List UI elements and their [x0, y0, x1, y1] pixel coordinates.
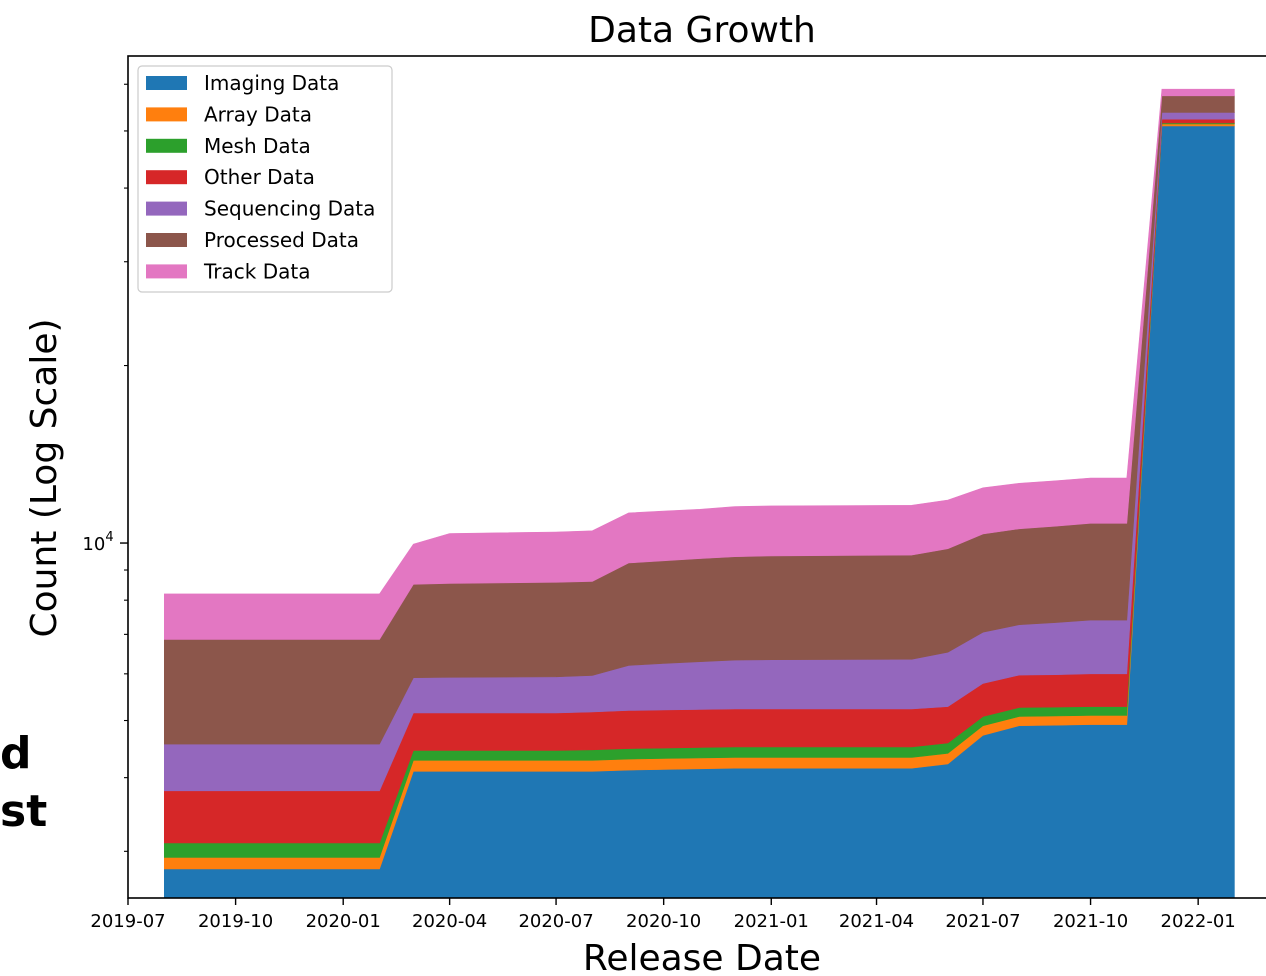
legend-swatch	[146, 107, 187, 122]
x-tick-label: 2019-07	[90, 911, 165, 932]
legend-label: Other Data	[204, 165, 315, 189]
legend: Imaging Data Array Data Mesh Data Other Dat…	[137, 65, 393, 293]
legend-swatch	[146, 233, 187, 247]
legend-label: Mesh Data	[204, 134, 311, 158]
x-tick-label: 2019-10	[198, 911, 273, 932]
cropped-text-line-1: d	[0, 728, 32, 779]
legend-label: Array Data	[204, 102, 312, 126]
y-axis-label: Count (Log Scale)	[24, 318, 65, 637]
legend-swatch	[146, 138, 187, 153]
y-tick-label: 104	[82, 530, 113, 555]
legend-label: Track Data	[203, 259, 310, 283]
x-tick-label: 2020-10	[626, 911, 701, 932]
plot-frame	[127, 55, 1266, 899]
x-tick-label: 2020-07	[518, 911, 593, 932]
legend-box	[137, 65, 393, 293]
x-axis-label: Release Date	[583, 938, 821, 976]
x-tick-label: 2021-01	[734, 911, 809, 932]
legend-swatch	[146, 264, 187, 279]
legend-swatch	[146, 76, 187, 90]
x-tick-label: 2020-04	[412, 911, 487, 932]
x-tick-label: 2021-04	[839, 911, 914, 932]
legend-swatch	[146, 201, 187, 216]
legend-swatch	[146, 170, 187, 185]
x-tick-label: 2020-01	[306, 911, 381, 932]
axes-layer: 2019-07 2019-10 2020-01 2020-04 2020-07 2020-…	[82, 55, 1266, 932]
area-track-data	[164, 88, 1235, 640]
x-tick-label: 2022-01	[1161, 911, 1236, 932]
chart-title: Data Growth	[588, 10, 816, 51]
legend-label: Imaging Data	[204, 71, 339, 95]
legend-label: Processed Data	[204, 228, 359, 252]
legend-label: Sequencing Data	[204, 197, 375, 221]
cropped-text-line-2: st	[0, 786, 48, 837]
x-tick-label: 2021-07	[945, 911, 1020, 932]
x-tick-label: 2021-10	[1053, 911, 1128, 932]
